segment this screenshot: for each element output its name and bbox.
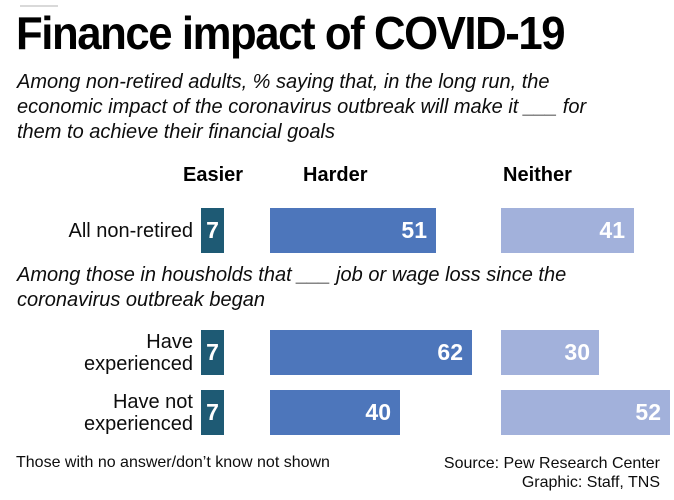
bar-harder: 51 — [270, 208, 436, 253]
bar-value: 40 — [365, 399, 391, 425]
bar-harder: 40 — [270, 390, 400, 435]
row-label: All non-retired — [68, 219, 193, 242]
bar-value: 51 — [401, 217, 427, 243]
bar-neither: 30 — [501, 330, 599, 375]
footnote: Those with no answer/don’t know not show… — [16, 454, 330, 471]
bar-value: 7 — [206, 399, 219, 425]
row-label: Have not experienced — [84, 390, 193, 435]
bar-value: 52 — [635, 399, 661, 425]
bar-harder: 62 — [270, 330, 472, 375]
section-note: Among those in housholds that ___ job or… — [17, 264, 567, 311]
bar-easier: 7 — [201, 330, 224, 375]
bar-value: 30 — [564, 339, 590, 365]
chart-subtitle: Among non-retired adults, % saying that,… — [17, 71, 587, 143]
column-header-neither: Neither — [503, 164, 572, 186]
column-header-easier: Easier — [183, 164, 244, 186]
bar-value: 62 — [437, 339, 463, 365]
column-header-harder: Harder — [303, 164, 368, 186]
bar-value: 41 — [599, 217, 625, 243]
bar-neither: 52 — [501, 390, 670, 435]
bar-value: 7 — [206, 339, 219, 365]
bar-neither: 41 — [501, 208, 634, 253]
row-label: Have experienced — [84, 330, 193, 375]
credit-line: Graphic: Staff, TNS — [521, 474, 660, 491]
bar-easier: 7 — [201, 208, 224, 253]
chart-title: Finance impact of COVID-19 — [16, 7, 566, 59]
bar-easier: 7 — [201, 390, 224, 435]
top-rule — [20, 5, 58, 7]
source-credit: Source: Pew Research Center Graphic: Sta… — [444, 454, 660, 492]
source-line: Source: Pew Research Center — [443, 455, 660, 472]
bar-value: 7 — [206, 217, 219, 243]
